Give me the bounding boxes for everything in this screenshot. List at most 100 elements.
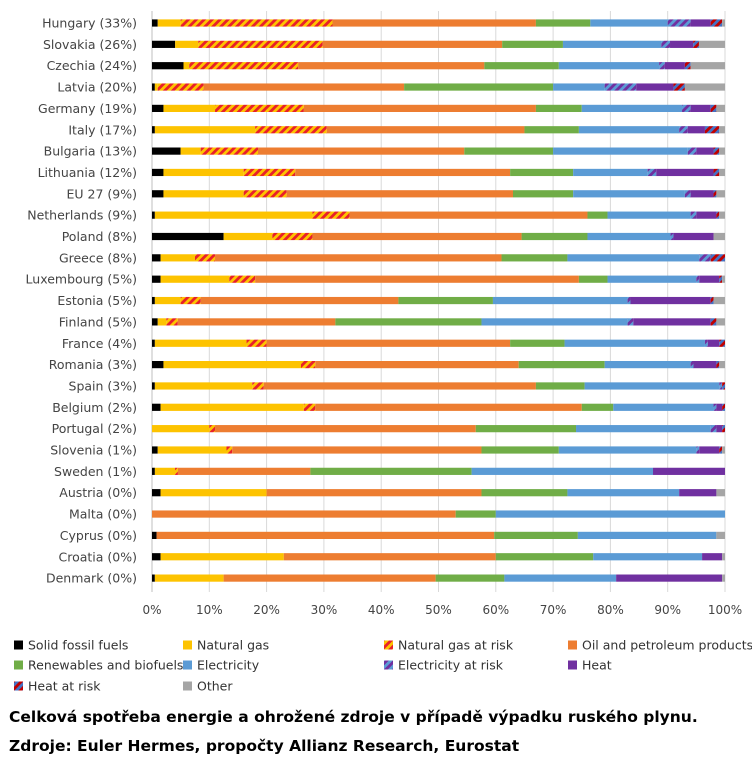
bar-segment-solid-fossil-fuels	[152, 553, 161, 561]
category-label: Bulgaria (13%)	[44, 144, 137, 159]
category-label: Germany (19%)	[38, 101, 137, 116]
bar-segment-natural-gas-at-risk	[243, 168, 296, 177]
bar-segment-oil-and-petroleum-products	[203, 83, 405, 91]
bar-segment-oil-and-petroleum-products	[283, 553, 496, 561]
bar-segment-natural-gas	[154, 467, 176, 475]
bar-segment-other	[722, 574, 725, 582]
category-labels: Hungary (33%) Slovakia (26%) Czechia (24%)…	[26, 16, 137, 586]
category-label: Cyprus (0%)	[60, 528, 137, 543]
bar-segment-heat-at-risk	[710, 254, 725, 262]
bar-segment-solid-fossil-fuels	[152, 403, 161, 411]
bar-segment-natural-gas	[160, 403, 304, 411]
x-axis-ticks: 0% 10% 20% 30% 40% 50% 60% 70% 80% 90% 100%	[142, 603, 742, 617]
bar-segment-electricity-at-risk	[627, 296, 631, 305]
legend-swatch-other	[183, 681, 192, 691]
bar-segment-renewables-and-biofuels	[475, 425, 577, 433]
legend-label: Electricity	[197, 658, 260, 673]
bar-segment-oil-and-petroleum-products	[326, 126, 525, 134]
bar-segment-solid-fossil-fuels	[152, 232, 224, 241]
bar-segment-heat-at-risk	[710, 104, 717, 112]
bar-segment-electricity	[564, 339, 705, 347]
legend-label: Heat	[582, 658, 612, 673]
bar-segment-electricity-at-risk	[627, 318, 634, 326]
bar-segment-solid-fossil-fuels	[152, 168, 164, 177]
bar-segment-heat-at-risk	[722, 425, 725, 433]
category-label: Croatia (0%)	[59, 549, 138, 564]
bar-segment-electricity-at-risk	[704, 339, 708, 347]
bar-segment-natural-gas	[160, 553, 284, 561]
bar-segment-heat-at-risk	[684, 62, 691, 70]
x-tick-label: 0%	[142, 603, 161, 617]
bar-segment-oil-and-petroleum-products	[200, 296, 399, 305]
x-tick-label: 70%	[540, 603, 567, 617]
bar-segment-heat-at-risk	[693, 40, 699, 48]
bar-segment-other	[722, 446, 725, 454]
legend-label: Renewables and biofuels	[28, 658, 183, 673]
bar-segment-other	[713, 296, 725, 305]
bar-segment-oil-and-petroleum-products	[177, 467, 311, 475]
bars	[152, 19, 725, 582]
bar-segment-natural-gas	[154, 126, 256, 134]
bar-segment-natural-gas-at-risk	[229, 275, 256, 283]
bar-segment-electricity-at-risk	[699, 254, 711, 262]
bar-segment-solid-fossil-fuels	[152, 382, 155, 390]
bar-segment-electricity-at-risk	[710, 425, 717, 433]
bar-segment-electricity	[573, 168, 648, 177]
legend-swatch-heat	[568, 660, 577, 670]
bar-segment-electricity-at-risk	[696, 275, 700, 283]
x-tick-label: 20%	[253, 603, 280, 617]
bar-segment-renewables-and-biofuels	[481, 446, 559, 454]
bar-segment-electricity-at-risk	[670, 232, 674, 241]
bar-segment-heat	[670, 40, 694, 48]
bar-segment-oil-and-petroleum-products	[332, 19, 536, 27]
bar-segment-electricity	[604, 361, 691, 369]
legend-label: Oil and petroleum products	[582, 638, 752, 653]
bar-segment-natural-gas	[160, 254, 195, 262]
bar-segment-oil-and-petroleum-products	[298, 62, 485, 70]
bar-segment-renewables-and-biofuels	[535, 19, 591, 27]
category-label: Netherlands (9%)	[27, 208, 137, 223]
bar-segment-electricity	[578, 126, 680, 134]
bar-segment-renewables-and-biofuels	[587, 211, 608, 219]
bar-segment-natural-gas	[180, 147, 201, 155]
bar-segment-oil-and-petroleum-products	[223, 574, 436, 582]
bar-segment-natural-gas-at-risk	[272, 232, 313, 241]
bar-segment-heat-at-risk	[722, 403, 725, 411]
bar-segment-solid-fossil-fuels	[152, 211, 155, 219]
bar-segment-renewables-and-biofuels	[524, 126, 579, 134]
bar-segment-natural-gas-at-risk	[215, 104, 304, 112]
bar-segment-solid-fossil-fuels	[152, 489, 161, 497]
category-label: Luxembourg (5%)	[26, 272, 137, 287]
bar-segment-electricity	[584, 382, 720, 390]
bar-segment-natural-gas-at-risk	[300, 361, 316, 369]
bar-segment-oil-and-petroleum-products	[255, 275, 579, 283]
legend-swatch-renewables-and-biofuels	[14, 660, 23, 670]
bar-segment-solid-fossil-fuels	[152, 19, 158, 27]
legend-swatch-natural-gas	[183, 640, 192, 650]
bar-segment-natural-gas-at-risk	[180, 296, 201, 305]
bar-segment-solid-fossil-fuels	[152, 574, 155, 582]
x-tick-label: 80%	[597, 603, 624, 617]
bar-segment-heat	[633, 318, 711, 326]
bar-segment-natural-gas	[183, 62, 190, 70]
category-label: Spain (3%)	[69, 378, 137, 393]
bar-segment-oil-and-petroleum-products	[349, 211, 588, 219]
bar-segment-electricity	[495, 510, 725, 518]
bar-segment-solid-fossil-fuels	[152, 296, 155, 305]
bar-segment-oil-and-petroleum-products	[232, 446, 482, 454]
bar-segment-other	[713, 232, 725, 241]
bar-segment-heat-at-risk	[713, 190, 717, 198]
bar-segment-electricity-at-risk	[661, 40, 671, 48]
category-label: France (4%)	[62, 336, 137, 351]
category-label: Malta (0%)	[69, 507, 137, 522]
bar-segment-natural-gas	[157, 446, 227, 454]
bar-segment-electricity	[581, 104, 683, 112]
bar-segment-oil-and-petroleum-products	[315, 361, 519, 369]
bar-segment-oil-and-petroleum-products	[295, 168, 511, 177]
x-tick-label: 10%	[196, 603, 223, 617]
bar-segment-natural-gas	[154, 211, 313, 219]
bar-segment-natural-gas-at-risk	[166, 318, 178, 326]
bar-segment-heat	[690, 190, 714, 198]
bar-segment-heat	[630, 296, 711, 305]
bar-segment-electricity	[573, 190, 685, 198]
